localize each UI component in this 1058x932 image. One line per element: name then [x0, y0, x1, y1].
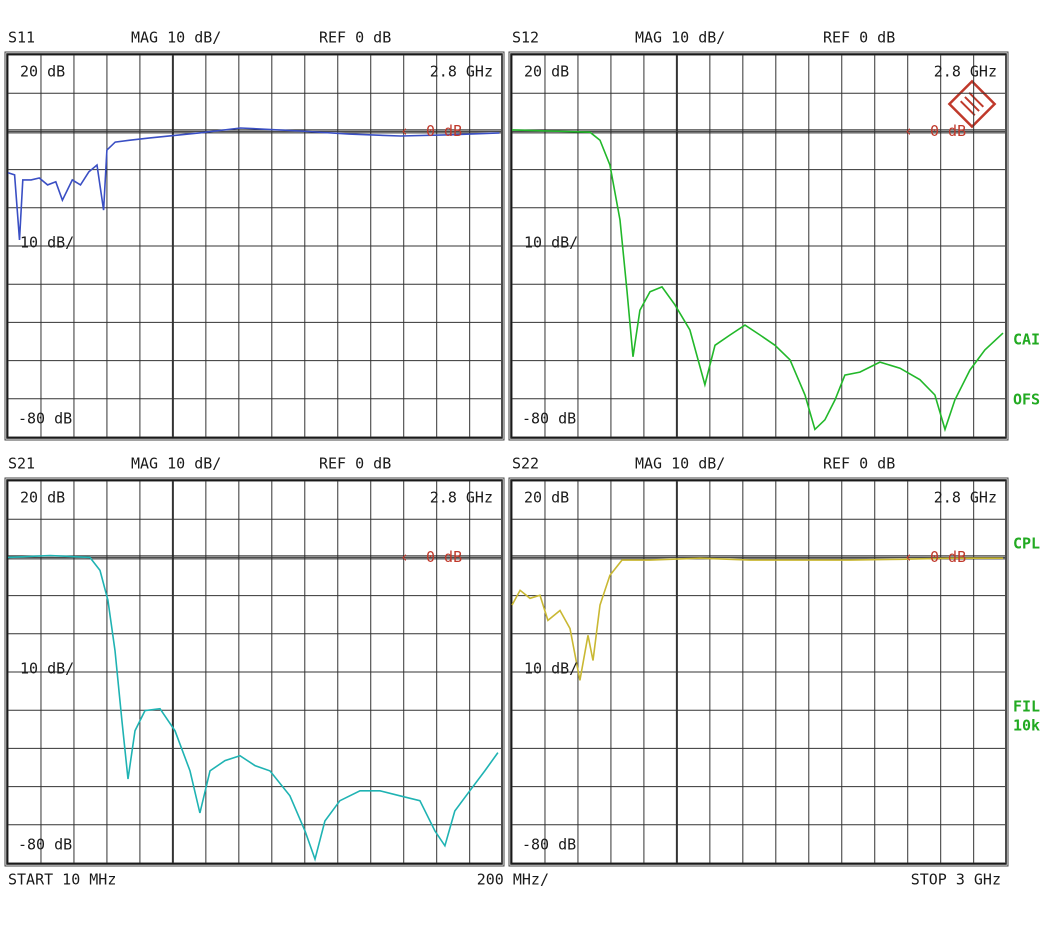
reference-label: REF 0 dB — [319, 29, 391, 47]
start-label: START 10 MHz — [8, 871, 116, 889]
bottom-label: -80 dB — [18, 410, 72, 428]
trace-name: S11 — [8, 29, 35, 47]
frame — [4, 477, 505, 867]
ref-marker-arrow: ‹ — [400, 548, 409, 566]
side-label: 10k — [1013, 717, 1040, 735]
span-label: 200 MHz/ — [477, 871, 549, 889]
reference-label: REF 0 dB — [319, 455, 391, 473]
top-label: 20 dB — [20, 63, 65, 81]
trace-name: S22 — [512, 455, 539, 473]
panel: S12 MAG 10 dB/REF 0 dB 20 dB 2.8 GHz ‹ 0 dB 10… — [508, 29, 1009, 441]
frame — [510, 53, 1007, 439]
stop-label: STOP 3 GHz — [911, 871, 1001, 889]
side-label: FIL — [1013, 698, 1040, 716]
bottom-label: -80 dB — [18, 836, 72, 854]
scale-label: 10 dB/ — [524, 660, 578, 678]
trace — [511, 557, 1003, 681]
top-label: 20 dB — [20, 489, 65, 507]
ref-marker-arrow: ‹ — [400, 122, 409, 140]
ref-marker: 0 dB — [426, 122, 462, 140]
frame — [4, 51, 505, 441]
format-label: MAG 10 dB/ — [131, 29, 221, 47]
frame — [510, 479, 1007, 865]
format-label: MAG 10 dB/ — [635, 29, 725, 47]
scale-label: 10 dB/ — [20, 234, 74, 252]
scale-label: 10 dB/ — [524, 234, 578, 252]
ref-marker-arrow: ‹ — [904, 548, 913, 566]
panel: S21 MAG 10 dB/REF 0 dB 20 dB 2.8 GHz ‹ 0 dB 10… — [4, 455, 505, 867]
format-label: MAG 10 dB/ — [131, 455, 221, 473]
frame — [508, 51, 1009, 441]
ref-marker: 0 dB — [930, 548, 966, 566]
side-label: CAI — [1013, 331, 1040, 349]
scale-label: 10 dB/ — [20, 660, 74, 678]
ref-marker: 0 dB — [426, 548, 462, 566]
marker-label: 2.8 GHz — [934, 63, 997, 81]
trace — [7, 127, 500, 240]
trace-name: S21 — [8, 455, 35, 473]
frame — [508, 477, 1009, 867]
bottom-label: -80 dB — [522, 836, 576, 854]
side-label: CPL — [1013, 535, 1040, 553]
rs-logo — [947, 79, 997, 129]
frame — [6, 479, 503, 865]
reference-label: REF 0 dB — [823, 29, 895, 47]
ref-marker-arrow: ‹ — [904, 122, 913, 140]
reference-label: REF 0 dB — [823, 455, 895, 473]
trace-name: S12 — [512, 29, 539, 47]
trace — [511, 129, 1004, 433]
marker-label: 2.8 GHz — [934, 489, 997, 507]
ref-marker: 0 dB — [930, 122, 966, 140]
format-label: MAG 10 dB/ — [635, 455, 725, 473]
panel: S22 MAG 10 dB/REF 0 dB 20 dB 2.8 GHz ‹ 0 dB 10… — [508, 455, 1009, 867]
trace — [7, 554, 499, 862]
frame — [6, 53, 503, 439]
top-label: 20 dB — [524, 489, 569, 507]
bottom-label: -80 dB — [522, 410, 576, 428]
top-label: 20 dB — [524, 63, 569, 81]
marker-label: 2.8 GHz — [430, 63, 493, 81]
panel: S11 MAG 10 dB/REF 0 dB 20 dB 2.8 GHz ‹ 0 dB 10… — [4, 29, 505, 441]
marker-label: 2.8 GHz — [430, 489, 493, 507]
side-label: OFS — [1013, 391, 1040, 409]
